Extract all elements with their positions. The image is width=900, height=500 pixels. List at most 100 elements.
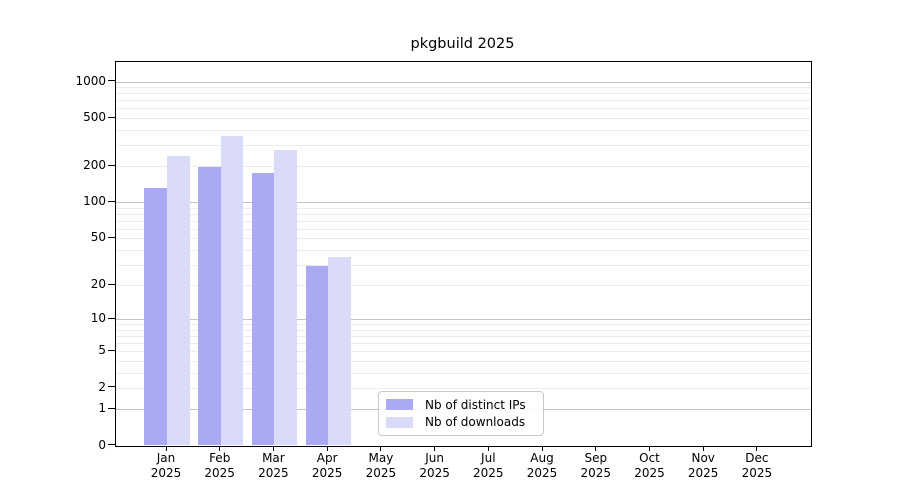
x-tick-mark [541,445,543,451]
gridline-minor [116,144,811,146]
gridline-minor [116,264,811,266]
legend-label-distinct-ips: Nb of distinct IPs [425,397,526,412]
bar-downloads-jan [167,155,190,446]
plot-area [115,61,812,447]
gridline-minor [116,228,811,230]
gridline-minor [116,238,811,240]
bar-downloads-mar [274,149,297,446]
gridline-minor [116,100,811,102]
chart-title: pkgbuild 2025 [410,36,515,52]
x-tick-month: Nov [691,451,715,465]
gridline-minor [116,220,811,222]
bar-distinct-ips-mar [251,173,275,446]
gridline-minor [116,207,811,209]
legend-swatch-downloads [386,416,413,428]
x-tick-month: Jul [481,451,496,465]
legend-label-downloads: Nb of downloads [425,415,526,430]
gridline-minor [116,285,811,287]
gridline-minor [116,214,811,215]
x-tick-label-dec: Dec 2025 [727,451,787,481]
x-tick-label-nov: Nov 2025 [673,451,733,481]
bar-downloads-apr [328,256,351,446]
y-tick-mark [108,317,115,319]
gridline-minor [116,387,811,389]
gridline-minor [116,343,811,344]
bar-distinct-ips-jan [144,187,167,446]
y-tick-mark [108,349,115,351]
legend: Nb of distinct IPs Nb of downloads [378,391,544,436]
gridline-minor [116,129,811,131]
x-tick-year: 2025 [204,466,235,480]
bar-distinct-ips-feb [198,166,221,446]
gridline-minor [116,351,811,353]
x-tick-year: 2025 [473,466,504,480]
x-tick-year: 2025 [311,466,343,480]
x-tick-mark [487,445,489,451]
x-tick-label-aug: Aug 2025 [512,451,572,481]
x-tick-mark [165,445,167,451]
x-tick-label-apr: Apr 2025 [297,451,357,481]
x-tick-label-sep: Sep 2025 [566,451,626,481]
x-tick-month: Dec [745,451,769,465]
y-tick-mark [108,164,115,166]
x-tick-mark [756,445,758,451]
gridline-minor [116,324,811,326]
x-tick-month: Jun [425,451,444,465]
y-tick-label: 100 [83,194,106,209]
x-tick-month: Sep [584,451,608,465]
y-tick-label: 200 [83,158,106,173]
y-tick-label: 5 [98,343,106,358]
x-tick-label-jan: Jan 2025 [136,451,196,481]
x-tick-mark [380,445,382,451]
x-tick-month: Jan [156,451,176,465]
gridline-minor [116,87,811,89]
x-tick-label-jul: Jul 2025 [458,451,518,481]
x-tick-year: 2025 [687,466,719,480]
x-tick-month: Mar [262,451,285,465]
gridline-minor [116,329,811,331]
y-tick-label: 20 [90,277,106,292]
bar-distinct-ips-apr [305,266,329,446]
y-tick-mark [108,444,115,445]
legend-swatch-distinct-ips [386,399,413,411]
y-tick-mark [108,236,115,238]
y-tick-mark [108,200,115,202]
x-tick-year: 2025 [258,466,289,480]
gridline-minor [116,166,811,168]
x-tick-label-mar: Mar 2025 [243,451,303,481]
x-tick-mark [272,445,274,451]
x-tick-year: 2025 [365,466,397,480]
gridline-minor [116,118,811,119]
x-tick-month: May [368,451,394,465]
gridline-minor [116,108,811,110]
y-tick-mark [108,407,115,409]
y-tick-label: 500 [83,110,106,124]
x-tick-mark [649,445,650,451]
x-tick-mark [595,445,597,451]
x-tick-year: 2025 [526,466,558,480]
x-tick-mark [434,445,436,451]
gridline-minor [116,336,811,337]
x-tick-mark [326,445,328,451]
x-tick-month: Aug [530,451,554,465]
y-tick-mark [108,80,115,81]
x-tick-label-oct: Oct 2025 [620,451,680,481]
x-tick-year: 2025 [634,466,665,480]
x-tick-year: 2025 [741,466,773,480]
x-tick-year: 2025 [580,466,612,480]
gridline-major [116,81,811,83]
x-tick-label-may: May 2025 [351,451,411,481]
y-tick-mark [108,283,115,285]
gridline-major [116,319,811,321]
x-tick-year: 2025 [419,466,450,480]
gridline-minor [116,372,811,374]
x-tick-month: Feb [209,451,231,465]
y-tick-mark [108,386,115,388]
x-tick-month: Oct [639,451,660,465]
y-tick-label: 2 [98,379,106,394]
y-tick-label: 10 [90,311,106,326]
legend-item-downloads: Nb of downloads [386,415,537,429]
x-tick-month: Apr [316,451,338,465]
gridline-major [116,202,811,204]
